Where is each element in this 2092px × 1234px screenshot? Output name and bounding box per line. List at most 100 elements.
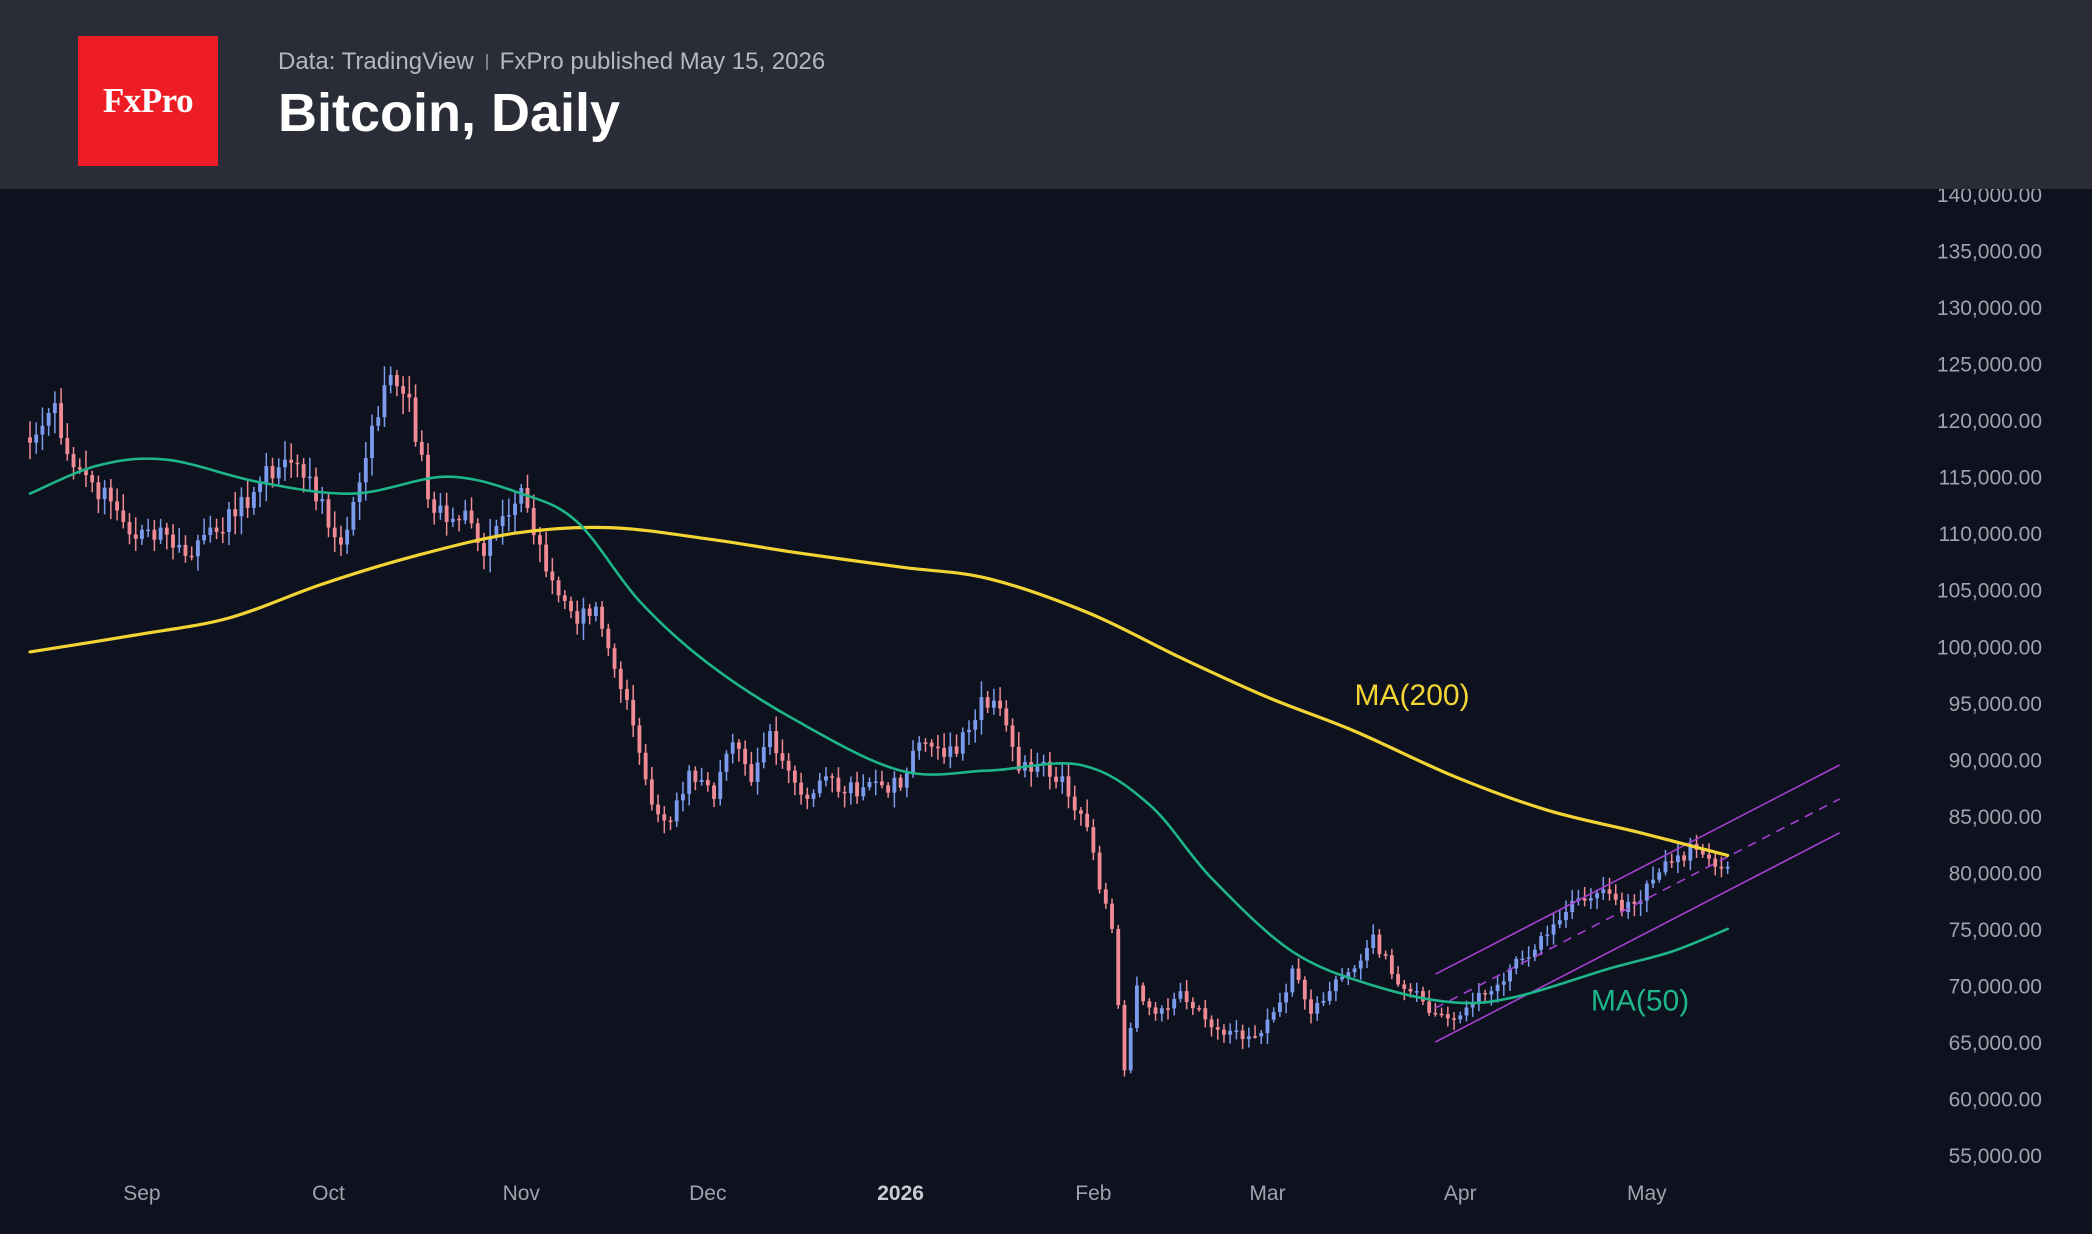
candle — [606, 623, 611, 657]
candle-body — [1321, 1000, 1326, 1003]
x-tick-label: Nov — [503, 1182, 541, 1205]
candle-body — [419, 441, 424, 455]
candle — [1458, 1011, 1463, 1024]
candle — [1352, 964, 1357, 978]
candle — [52, 391, 57, 434]
y-tick-label: 95,000.00 — [1949, 693, 2042, 716]
candle — [861, 774, 866, 801]
candle-body — [1234, 1030, 1239, 1032]
candle-body — [195, 540, 200, 557]
candle-body — [1147, 1001, 1152, 1008]
candle-body — [1315, 1002, 1320, 1014]
candle-body — [1134, 985, 1139, 1028]
candle — [1166, 998, 1170, 1020]
candle-body — [1047, 761, 1052, 777]
candle-body — [506, 515, 511, 517]
candle-body — [979, 697, 984, 721]
candle-body — [140, 529, 144, 539]
candle-body — [1197, 1008, 1202, 1010]
candle — [1389, 948, 1394, 980]
candle-body — [1595, 893, 1600, 899]
x-tick-label: Dec — [689, 1182, 726, 1205]
candle — [587, 603, 592, 625]
candle-body — [1141, 985, 1146, 1002]
candle — [681, 781, 685, 812]
candle — [233, 491, 238, 535]
candle-body — [1675, 855, 1680, 863]
candle-body — [1290, 968, 1295, 993]
candle — [1184, 980, 1189, 1010]
candle-body — [463, 510, 468, 521]
candle — [1178, 982, 1183, 1003]
candle — [1514, 956, 1519, 975]
candle — [1433, 1002, 1438, 1017]
candle — [276, 458, 281, 485]
candle-body — [289, 459, 294, 463]
candle-body — [1539, 936, 1544, 950]
candle — [637, 717, 642, 765]
candle — [1383, 950, 1388, 960]
candle-body — [929, 742, 934, 747]
candle-body — [550, 571, 555, 581]
candle — [1290, 965, 1295, 997]
candle — [668, 816, 673, 831]
candle-body — [811, 793, 816, 799]
candle-body — [264, 466, 269, 483]
candle — [656, 794, 661, 823]
candle-body — [438, 505, 443, 513]
candle — [214, 518, 219, 540]
candle — [774, 716, 779, 765]
candle-body — [1682, 855, 1687, 861]
candle — [488, 518, 493, 573]
candle — [475, 518, 480, 552]
ma200-line — [28, 525, 1730, 857]
candle-body — [208, 527, 213, 535]
candle — [108, 479, 113, 520]
candle-body — [227, 509, 231, 533]
candle-body — [898, 777, 903, 788]
candle — [426, 443, 430, 508]
candle-body — [1508, 968, 1512, 982]
candle — [935, 734, 940, 760]
candle-body — [991, 700, 996, 708]
candle-body — [606, 628, 611, 649]
candle — [768, 724, 772, 755]
candle-body — [513, 503, 517, 516]
candle — [1047, 751, 1052, 790]
fxpro-logo: FxPro — [78, 36, 218, 166]
candle — [625, 679, 629, 710]
candle-body — [1644, 883, 1649, 901]
candle — [102, 480, 107, 515]
ma200-label: MA(200) — [1355, 679, 1470, 712]
candle — [314, 467, 318, 511]
candle — [1128, 1022, 1133, 1074]
candle — [326, 493, 331, 538]
candle-body — [183, 544, 188, 556]
candle-body — [1122, 1005, 1127, 1071]
candle-body — [1116, 928, 1121, 1006]
candle-body — [948, 746, 953, 757]
candle-body — [1352, 968, 1357, 973]
candle — [1309, 989, 1313, 1024]
candle-body — [1458, 1015, 1463, 1020]
candle — [569, 596, 573, 619]
candle-body — [1464, 1007, 1469, 1016]
candle — [351, 496, 356, 536]
candle-body — [488, 536, 493, 556]
candle — [1215, 1018, 1220, 1040]
candle-body — [1016, 746, 1021, 771]
candle-body — [1657, 872, 1662, 880]
candle-body — [749, 764, 754, 782]
candle — [370, 414, 374, 476]
candle — [1004, 700, 1009, 732]
candle-body — [1153, 1007, 1158, 1014]
candle-body — [998, 700, 1003, 709]
candle-body — [600, 606, 605, 629]
data-source: Data: TradingView — [278, 48, 474, 75]
candle — [1253, 1025, 1257, 1039]
candle — [283, 441, 287, 481]
candle — [357, 472, 362, 520]
candle — [1054, 766, 1058, 789]
candle — [892, 771, 897, 808]
candle-body — [1632, 901, 1637, 904]
